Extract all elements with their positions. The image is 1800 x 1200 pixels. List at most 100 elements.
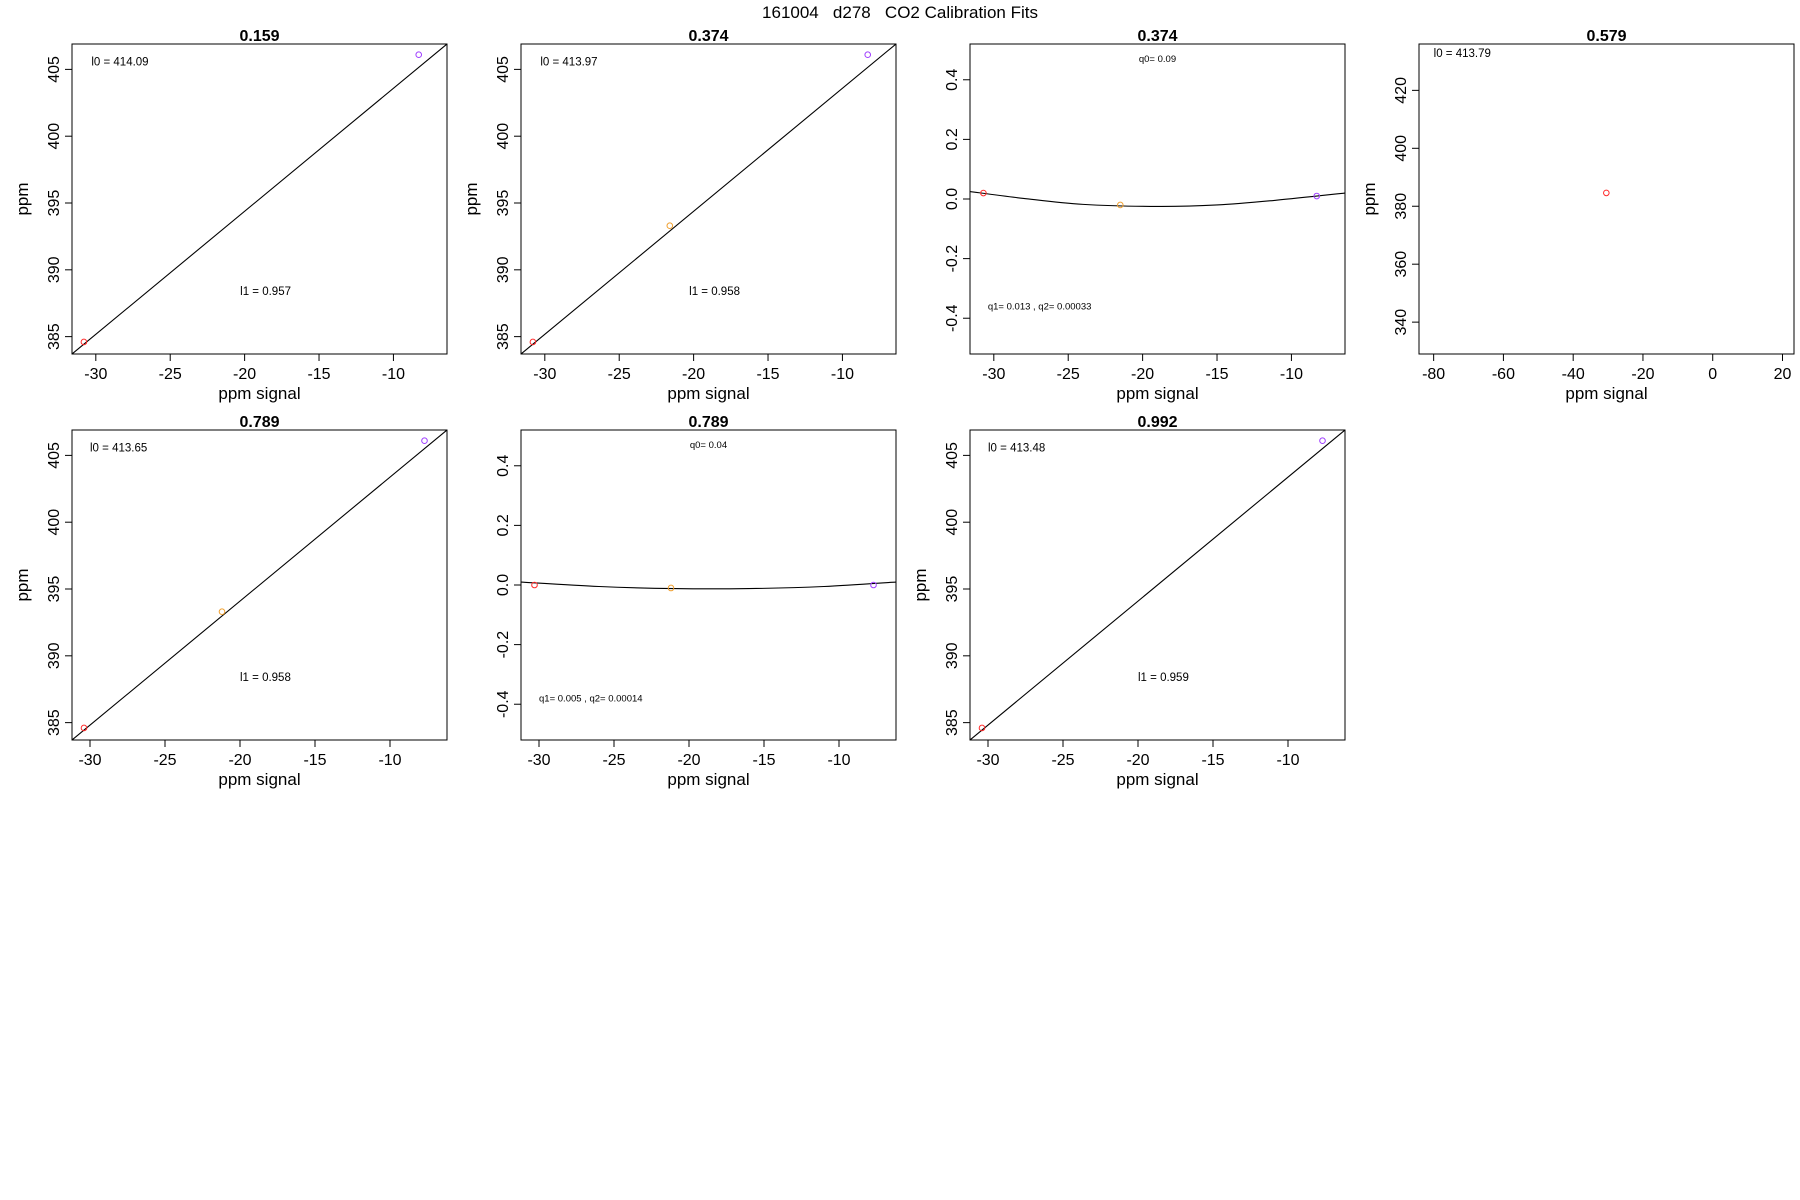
x-axis-label: ppm signal xyxy=(1116,770,1198,789)
plot-3: 0.374 -30 -25 -20 -15 -10 -0.4 -0.2 0.0 0.2 0.4 ppm… xyxy=(944,28,1346,403)
fit-annotation: l0 = 414.09 xyxy=(91,56,148,68)
y-axis-label: ppm xyxy=(462,182,481,215)
x-tick-label: -10 xyxy=(378,752,401,769)
y-tick-label: 390 xyxy=(944,642,961,669)
y-tick-label: 360 xyxy=(1393,251,1410,278)
x-tick-label: -20 xyxy=(1131,366,1154,383)
plot-title: 0.789 xyxy=(688,414,728,431)
y-tick-label: 400 xyxy=(1393,135,1410,162)
fit-line xyxy=(970,430,1345,740)
annotation-label: l1 = xyxy=(1138,672,1160,684)
y-axis-label: ppm xyxy=(13,182,32,215)
plot-title: 0.789 xyxy=(239,414,279,431)
x-tick-label: -15 xyxy=(1201,752,1224,769)
y-tick-label: 0.4 xyxy=(495,455,512,477)
y-tick-label: 400 xyxy=(46,123,63,150)
annotation-value: 0.013 , q2= 0.00033 xyxy=(1007,301,1092,312)
annotation-label: l0 = xyxy=(988,442,1010,454)
annotation-value: 0.958 xyxy=(711,286,740,298)
data-point xyxy=(980,189,987,197)
y-tick-label: 405 xyxy=(944,442,961,469)
x-tick-label: 0 xyxy=(1708,366,1717,383)
x-axis-label: ppm signal xyxy=(218,770,300,789)
x-tick-label: -15 xyxy=(1205,366,1228,383)
data-point xyxy=(218,608,226,616)
annotation-label: q0= xyxy=(1139,54,1158,65)
plot-2: 0.374 -30 -25 -20 -15 -10 385 390 395 400 405 ppm s… xyxy=(462,28,897,403)
data-point xyxy=(978,724,986,732)
x-tick-label: -10 xyxy=(831,366,854,383)
annotation-value: 0.09 xyxy=(1158,54,1177,65)
fit-annotation: q0= 0.04 xyxy=(690,440,727,451)
data-point xyxy=(529,338,537,346)
data-point xyxy=(870,581,877,589)
y-tick-label: 400 xyxy=(495,123,512,150)
x-tick-label: -25 xyxy=(159,366,182,383)
plot-5: 0.789 -30 -25 -20 -15 -10 385 390 395 400 405 ppm s… xyxy=(13,414,448,789)
fit-annotation: q1= 0.013 , q2= 0.00033 xyxy=(988,301,1092,312)
data-point xyxy=(1313,192,1321,200)
x-tick-label: -20 xyxy=(1126,752,1149,769)
x-axis-label: ppm signal xyxy=(667,770,749,789)
annotation-value: 0.957 xyxy=(262,286,291,298)
y-axis-label: ppm xyxy=(1360,182,1379,215)
data-point xyxy=(667,584,675,592)
annotation-value: 413.79 xyxy=(1456,48,1491,60)
y-tick-label: 420 xyxy=(1393,77,1410,104)
annotation-value: 413.65 xyxy=(112,442,147,454)
fit-line xyxy=(521,44,896,354)
x-tick-label: -10 xyxy=(382,366,405,383)
plot-title: 0.374 xyxy=(1137,28,1177,45)
annotation-label: l0 = xyxy=(1434,48,1456,60)
y-tick-label: 340 xyxy=(1393,309,1410,336)
x-tick-label: -20 xyxy=(1631,366,1654,383)
data-point xyxy=(864,51,872,58)
plot-6: 0.789 -30 -25 -20 -15 -10 -0.4 -0.2 0.0 0.2 0.4 ppm… xyxy=(495,414,897,789)
annotation-label: l1 = xyxy=(240,672,262,684)
x-axis-label: ppm signal xyxy=(1565,384,1647,403)
x-tick-label: -25 xyxy=(1057,366,1080,383)
y-tick-label: -0.2 xyxy=(495,631,512,659)
data-point xyxy=(1603,189,1610,197)
x-tick-label: -10 xyxy=(1280,366,1303,383)
x-tick-label: -30 xyxy=(982,366,1005,383)
annotation-value: 0.958 xyxy=(262,672,291,684)
fit-annotation: q1= 0.005 , q2= 0.00014 xyxy=(539,693,643,704)
x-tick-label: -10 xyxy=(1276,752,1299,769)
x-axis-label: ppm signal xyxy=(218,384,300,403)
x-tick-label: -30 xyxy=(976,752,999,769)
x-tick-label: -25 xyxy=(153,752,176,769)
figure-title: 161004 d278 CO2 Calibration Fits xyxy=(762,3,1038,22)
fit-annotation: l1 = 0.957 xyxy=(240,286,291,298)
annotation-value: 414.09 xyxy=(113,56,148,68)
y-tick-label: 405 xyxy=(495,56,512,83)
fit-annotation: l0 = 413.48 xyxy=(988,442,1045,454)
x-tick-label: -30 xyxy=(527,752,550,769)
fit-annotation: l1 = 0.959 xyxy=(1138,672,1189,684)
data-point xyxy=(80,724,88,732)
x-tick-label: -30 xyxy=(78,752,101,769)
y-tick-label: 385 xyxy=(944,709,961,736)
annotation-label: l0 = xyxy=(540,56,562,68)
y-tick-label: -0.4 xyxy=(495,690,512,718)
y-tick-label: 395 xyxy=(46,190,63,217)
y-tick-label: 405 xyxy=(46,56,63,83)
y-tick-label: 0.0 xyxy=(495,574,512,596)
x-tick-label: -10 xyxy=(827,752,850,769)
plot-frame xyxy=(1418,43,1795,355)
x-tick-label: -30 xyxy=(533,366,556,383)
y-tick-label: 0.4 xyxy=(944,69,961,91)
plot-title: 0.159 xyxy=(239,28,279,45)
x-tick-label: -80 xyxy=(1422,366,1445,383)
x-tick-label: -30 xyxy=(84,366,107,383)
x-tick-label: -15 xyxy=(303,752,326,769)
annotation-value: 0.959 xyxy=(1160,672,1189,684)
fit-annotation: q0= 0.09 xyxy=(1139,54,1176,65)
y-tick-label: 395 xyxy=(944,576,961,603)
y-tick-label: 390 xyxy=(46,256,63,283)
plot-4: 0.579 -80 -60 -40 -20 0 20 340 360 380 400 420 ppm s… xyxy=(1360,28,1795,403)
y-tick-label: 0.2 xyxy=(495,514,512,536)
fit-annotation: l1 = 0.958 xyxy=(689,286,740,298)
annotation-label: q0= xyxy=(690,440,709,451)
